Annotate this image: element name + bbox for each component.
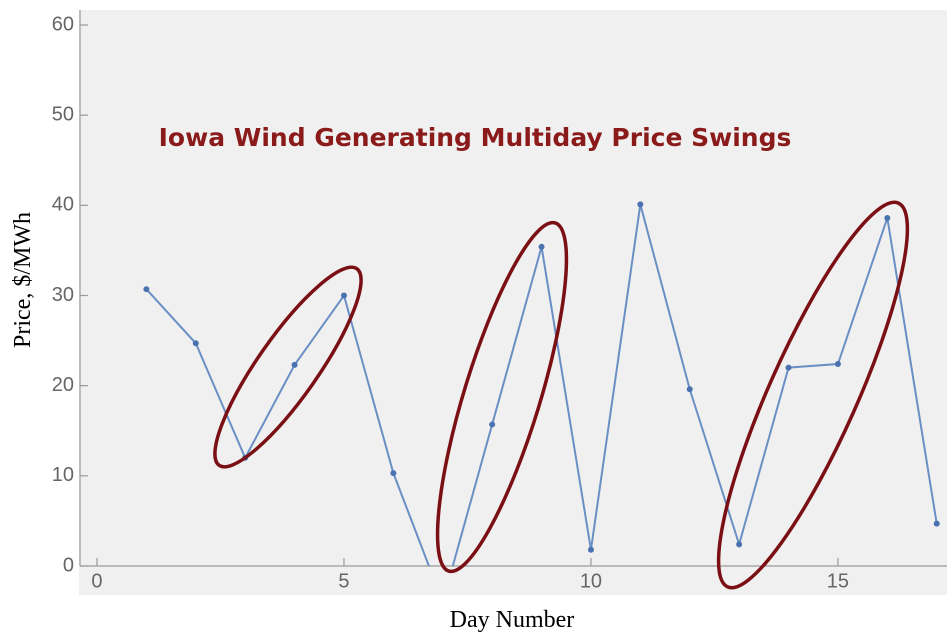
point: [489, 421, 496, 428]
point: [785, 364, 792, 371]
x-axis-title: Day Number: [450, 607, 575, 633]
y-tick-label: 20: [52, 374, 74, 396]
y-tick-label: 30: [52, 284, 74, 306]
point: [192, 340, 199, 347]
annotation-ellipses: [213, 200, 910, 590]
y-tick-label: 60: [52, 13, 74, 35]
x-tick-label: 5: [338, 570, 349, 592]
point: [291, 361, 298, 368]
point: [143, 286, 150, 293]
point: [736, 541, 743, 548]
point: [884, 214, 891, 221]
point: [834, 361, 841, 368]
point: [390, 470, 397, 477]
y-tick-label: 0: [63, 554, 74, 576]
point: [587, 546, 594, 553]
plot-background: [79, 10, 947, 595]
x-tick-label: 10: [580, 570, 602, 592]
ellipse: [213, 265, 363, 469]
x-tick-label: 15: [827, 570, 849, 592]
point: [637, 201, 644, 208]
y-tick-label: 10: [52, 464, 74, 486]
point: [933, 520, 940, 527]
point: [686, 386, 693, 393]
point: [340, 292, 347, 299]
point: [538, 243, 545, 250]
y-tick-label: 50: [52, 103, 74, 125]
ellipse: [435, 220, 569, 574]
annotation: Iowa Wind Generating Multiday Price Swin…: [159, 123, 792, 152]
ellipse: [716, 200, 910, 590]
point: [440, 599, 446, 605]
x-tick-label: 0: [91, 570, 102, 592]
series-group: [143, 201, 940, 605]
y-axis-title: Price, $/MWh: [10, 212, 36, 348]
y-tick-label: 40: [52, 194, 74, 216]
